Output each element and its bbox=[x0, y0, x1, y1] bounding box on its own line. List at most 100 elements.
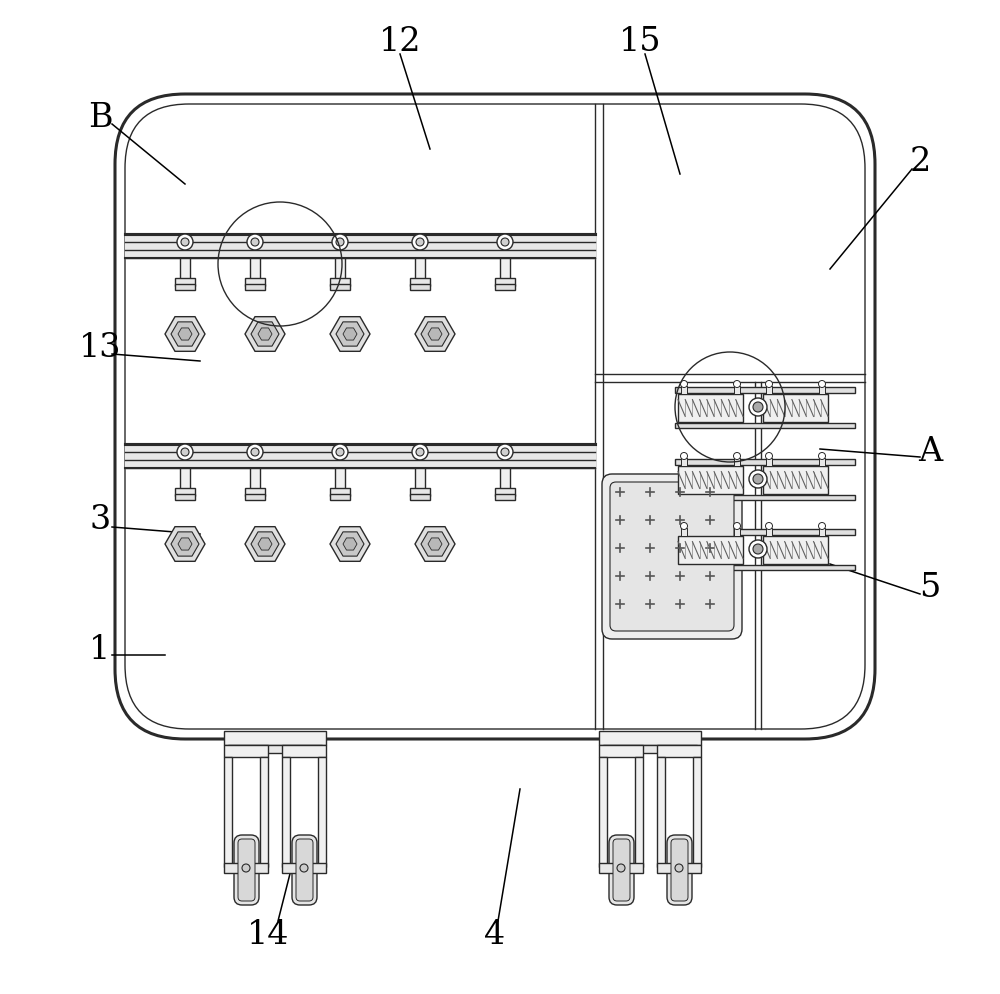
Bar bbox=[175, 494, 195, 501]
Text: 14: 14 bbox=[247, 918, 289, 950]
Bar bbox=[599, 863, 643, 873]
Text: 13: 13 bbox=[79, 332, 121, 364]
Bar bbox=[224, 746, 268, 757]
Bar bbox=[675, 566, 855, 571]
Bar bbox=[599, 746, 643, 757]
Circle shape bbox=[247, 235, 263, 250]
Circle shape bbox=[247, 444, 263, 460]
Circle shape bbox=[177, 444, 193, 460]
Bar bbox=[734, 458, 740, 466]
FancyBboxPatch shape bbox=[610, 482, 734, 631]
Circle shape bbox=[818, 453, 826, 460]
Circle shape bbox=[497, 444, 513, 460]
Bar bbox=[410, 494, 430, 501]
FancyBboxPatch shape bbox=[115, 94, 875, 740]
Circle shape bbox=[242, 864, 250, 872]
Circle shape bbox=[753, 545, 763, 555]
FancyBboxPatch shape bbox=[296, 839, 313, 902]
Circle shape bbox=[749, 470, 767, 488]
Bar bbox=[599, 732, 701, 746]
Bar bbox=[763, 395, 828, 422]
Bar bbox=[245, 284, 265, 290]
Circle shape bbox=[501, 239, 509, 247]
Bar bbox=[330, 494, 350, 501]
Text: 4: 4 bbox=[484, 918, 506, 950]
Bar bbox=[410, 278, 430, 286]
Bar bbox=[495, 278, 515, 286]
Circle shape bbox=[734, 523, 740, 530]
Bar bbox=[318, 757, 326, 867]
Circle shape bbox=[766, 381, 772, 388]
Bar bbox=[180, 258, 190, 280]
Bar bbox=[675, 423, 855, 428]
Bar bbox=[681, 529, 687, 537]
Bar bbox=[734, 387, 740, 395]
Bar bbox=[282, 863, 326, 873]
Bar bbox=[495, 488, 515, 496]
Bar bbox=[657, 757, 665, 867]
Bar bbox=[681, 387, 687, 395]
Bar bbox=[500, 258, 510, 280]
Circle shape bbox=[734, 453, 740, 460]
Text: 2: 2 bbox=[909, 146, 931, 178]
Bar bbox=[410, 284, 430, 290]
Bar bbox=[657, 863, 701, 873]
Bar bbox=[675, 459, 855, 465]
Bar bbox=[224, 863, 268, 873]
Bar bbox=[245, 488, 265, 496]
Circle shape bbox=[412, 235, 428, 250]
Text: A: A bbox=[918, 435, 942, 467]
Bar bbox=[678, 537, 743, 565]
Text: 12: 12 bbox=[379, 26, 421, 58]
Circle shape bbox=[416, 448, 424, 456]
Bar bbox=[415, 258, 425, 280]
Bar bbox=[675, 530, 855, 536]
Circle shape bbox=[818, 523, 826, 530]
Bar bbox=[681, 458, 687, 466]
FancyBboxPatch shape bbox=[602, 474, 742, 639]
Bar bbox=[819, 387, 825, 395]
Circle shape bbox=[251, 239, 259, 247]
Bar bbox=[410, 488, 430, 496]
FancyBboxPatch shape bbox=[671, 839, 688, 902]
Circle shape bbox=[680, 381, 688, 388]
FancyBboxPatch shape bbox=[234, 835, 259, 906]
Bar bbox=[734, 529, 740, 537]
Circle shape bbox=[501, 448, 509, 456]
Text: B: B bbox=[88, 102, 112, 134]
Bar bbox=[175, 488, 195, 496]
FancyBboxPatch shape bbox=[667, 835, 692, 906]
Circle shape bbox=[332, 444, 348, 460]
Circle shape bbox=[734, 381, 740, 388]
Bar bbox=[224, 732, 326, 746]
Bar bbox=[330, 284, 350, 290]
Text: 3: 3 bbox=[89, 504, 111, 536]
Circle shape bbox=[336, 239, 344, 247]
Circle shape bbox=[617, 864, 625, 872]
Bar bbox=[245, 278, 265, 286]
Bar bbox=[500, 468, 510, 490]
Circle shape bbox=[181, 448, 189, 456]
Bar bbox=[335, 258, 345, 280]
Bar bbox=[495, 494, 515, 501]
Circle shape bbox=[497, 235, 513, 250]
Bar bbox=[766, 529, 772, 537]
Circle shape bbox=[412, 444, 428, 460]
Bar bbox=[763, 537, 828, 565]
Bar bbox=[693, 757, 701, 867]
FancyBboxPatch shape bbox=[609, 835, 634, 906]
Bar bbox=[330, 488, 350, 496]
Circle shape bbox=[675, 864, 683, 872]
Circle shape bbox=[680, 523, 688, 530]
Bar bbox=[675, 388, 855, 394]
Bar bbox=[603, 746, 697, 753]
Bar bbox=[766, 387, 772, 395]
Bar bbox=[495, 284, 515, 290]
FancyBboxPatch shape bbox=[613, 839, 630, 902]
Bar bbox=[245, 494, 265, 501]
Bar bbox=[175, 284, 195, 290]
Circle shape bbox=[300, 864, 308, 872]
Circle shape bbox=[332, 235, 348, 250]
FancyBboxPatch shape bbox=[238, 839, 255, 902]
Circle shape bbox=[753, 474, 763, 484]
